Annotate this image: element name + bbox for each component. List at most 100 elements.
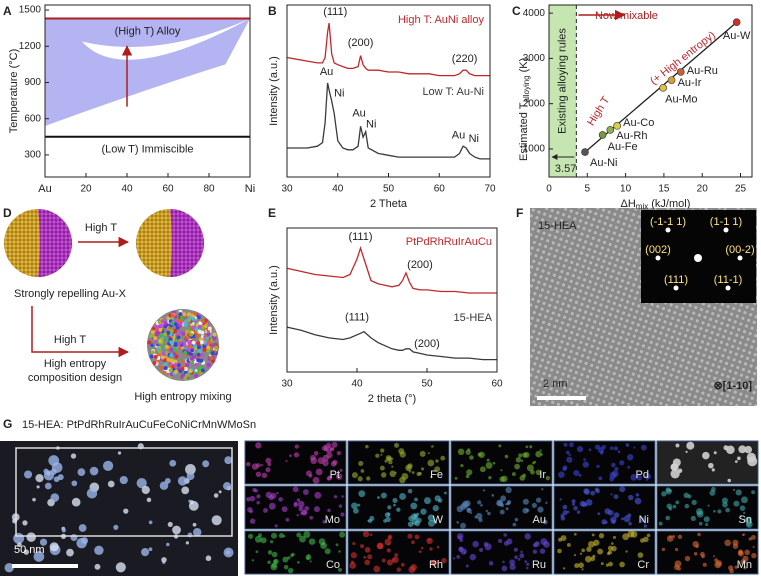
- plot-frame: [548, 4, 753, 178]
- signal: [562, 567, 566, 570]
- signal: [485, 509, 489, 513]
- y-tick-label: 900: [24, 77, 41, 88]
- roi-frame: [15, 447, 233, 537]
- signal: [482, 489, 486, 492]
- particle: [225, 550, 231, 555]
- atom: [153, 354, 158, 359]
- signal: [742, 555, 749, 562]
- signal: [518, 453, 523, 458]
- eds-map: [244, 485, 347, 530]
- signal: [705, 523, 709, 527]
- atom: [200, 324, 205, 329]
- signal: [532, 549, 538, 554]
- panel-label: D: [3, 206, 12, 220]
- signal: [677, 566, 681, 571]
- signal: [285, 460, 288, 463]
- signal: [271, 551, 278, 558]
- x-tick-label: 0: [546, 184, 552, 195]
- signal: [487, 511, 491, 516]
- atom: [181, 331, 186, 336]
- signal: [256, 494, 261, 499]
- signal: [296, 514, 299, 517]
- signal: [310, 457, 318, 465]
- signal: [454, 476, 458, 480]
- signal: [645, 478, 648, 481]
- signal: [276, 491, 279, 495]
- signal: [628, 521, 632, 526]
- signal: [640, 444, 647, 451]
- signal: [387, 512, 391, 516]
- particle: [188, 500, 199, 511]
- particle: [32, 497, 36, 502]
- atom: [154, 340, 159, 345]
- signal: [294, 444, 299, 449]
- atom: [163, 366, 168, 371]
- signal: [658, 521, 663, 526]
- arrow: [31, 306, 130, 358]
- signal: [711, 468, 715, 472]
- atom: [214, 345, 219, 350]
- signal: [588, 448, 592, 452]
- peak-label: (111): [323, 6, 347, 18]
- signal: [536, 541, 539, 545]
- signal: [739, 515, 742, 518]
- signal: [540, 538, 548, 546]
- peak-label: (111): [345, 312, 369, 324]
- signal: [526, 464, 534, 472]
- fft-spot: [665, 227, 671, 233]
- signal: [531, 502, 537, 508]
- signal: [500, 495, 507, 502]
- point-label: Au-Fe: [608, 141, 638, 153]
- signal: [249, 518, 256, 524]
- atom: [194, 362, 199, 367]
- signal: [249, 495, 256, 502]
- signal: [384, 459, 388, 463]
- signal: [529, 445, 533, 449]
- axis-label-part: Estimated T: [518, 102, 530, 161]
- atom: [199, 358, 204, 363]
- atom: [158, 327, 163, 332]
- signal: [338, 550, 341, 553]
- y-tick-label: 1000: [523, 144, 546, 155]
- signal: [339, 468, 343, 472]
- signal: [339, 531, 346, 538]
- signal: [522, 507, 529, 514]
- signal: [379, 465, 385, 471]
- signal: [386, 456, 392, 461]
- signal: [702, 562, 707, 567]
- atom: [202, 344, 207, 349]
- signal: [499, 476, 505, 482]
- signal: [478, 547, 484, 553]
- signal: [613, 494, 619, 500]
- signal: [349, 562, 357, 569]
- atom: [190, 348, 195, 353]
- sphere-x: [170, 209, 204, 277]
- particle: [185, 541, 189, 545]
- signal: [611, 542, 614, 545]
- particle: [115, 562, 126, 573]
- element-label: Pt: [330, 469, 340, 481]
- signal: [485, 461, 493, 469]
- signal: [661, 491, 667, 497]
- signal: [613, 512, 620, 518]
- signal: [293, 452, 300, 458]
- atom: [195, 333, 200, 338]
- signal: [520, 550, 523, 554]
- signal: [373, 565, 381, 573]
- signal: [324, 444, 327, 448]
- signal: [477, 500, 482, 505]
- signal: [725, 507, 730, 513]
- signal: [675, 443, 680, 448]
- signal: [399, 476, 406, 484]
- signal: [427, 514, 435, 522]
- signal: [351, 472, 358, 479]
- signal: [669, 536, 672, 539]
- peak-label: Ni: [469, 133, 479, 145]
- particle: [13, 532, 25, 544]
- signal: [566, 456, 573, 463]
- particle: [186, 472, 195, 481]
- signal: [333, 495, 338, 499]
- signal: [429, 547, 433, 551]
- particle: [223, 482, 232, 491]
- particle: [86, 488, 98, 499]
